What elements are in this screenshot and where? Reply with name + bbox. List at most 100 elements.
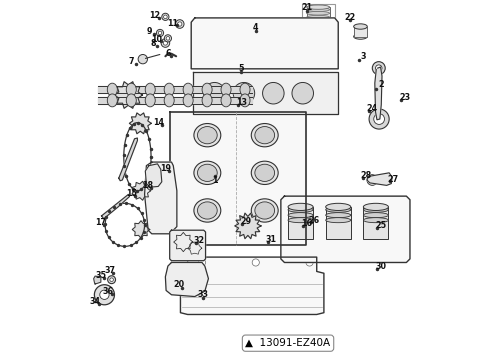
Circle shape <box>306 259 313 266</box>
Ellipse shape <box>197 164 217 181</box>
Circle shape <box>162 13 169 21</box>
Polygon shape <box>188 242 202 254</box>
Ellipse shape <box>307 8 330 12</box>
Circle shape <box>164 15 167 19</box>
Ellipse shape <box>255 202 274 219</box>
Circle shape <box>123 90 134 100</box>
Polygon shape <box>146 164 162 187</box>
Circle shape <box>246 224 250 228</box>
Ellipse shape <box>202 94 212 107</box>
Text: 11: 11 <box>167 19 178 28</box>
Circle shape <box>100 290 109 300</box>
Text: 15: 15 <box>126 189 137 198</box>
Ellipse shape <box>107 83 117 96</box>
Circle shape <box>182 240 185 243</box>
Circle shape <box>375 65 382 71</box>
Ellipse shape <box>251 199 278 222</box>
Text: 13: 13 <box>237 98 247 107</box>
Text: 32: 32 <box>194 236 205 245</box>
Circle shape <box>166 37 170 40</box>
Polygon shape <box>281 196 410 262</box>
Ellipse shape <box>307 15 330 19</box>
Ellipse shape <box>126 94 136 107</box>
Text: 35: 35 <box>96 270 106 279</box>
Polygon shape <box>115 82 143 108</box>
Ellipse shape <box>255 164 274 181</box>
Text: 14: 14 <box>153 118 164 127</box>
Ellipse shape <box>202 83 212 96</box>
Circle shape <box>298 22 308 32</box>
Ellipse shape <box>221 94 231 107</box>
Ellipse shape <box>145 94 155 107</box>
Text: 9: 9 <box>147 27 152 36</box>
Circle shape <box>179 273 192 286</box>
Circle shape <box>204 82 225 104</box>
Ellipse shape <box>288 213 313 218</box>
Circle shape <box>140 228 142 231</box>
Text: ▲  13091-EZ40A: ▲ 13091-EZ40A <box>245 338 331 348</box>
Ellipse shape <box>197 202 217 219</box>
Ellipse shape <box>263 28 284 56</box>
Circle shape <box>263 82 284 104</box>
Text: 10: 10 <box>151 35 163 44</box>
Circle shape <box>138 54 147 64</box>
Ellipse shape <box>266 32 280 52</box>
Ellipse shape <box>110 278 113 282</box>
Circle shape <box>243 221 253 231</box>
Ellipse shape <box>237 32 251 52</box>
Text: 3: 3 <box>361 52 366 61</box>
Ellipse shape <box>288 203 313 211</box>
Circle shape <box>139 122 142 125</box>
Polygon shape <box>180 257 324 315</box>
Polygon shape <box>166 262 208 297</box>
Bar <box>354 27 368 37</box>
Circle shape <box>174 268 197 291</box>
Ellipse shape <box>194 161 221 184</box>
Ellipse shape <box>126 83 136 96</box>
Circle shape <box>163 41 168 45</box>
Text: 7: 7 <box>128 57 134 66</box>
Ellipse shape <box>183 83 193 96</box>
Polygon shape <box>375 67 382 120</box>
Ellipse shape <box>164 83 174 96</box>
Bar <box>307 7 330 27</box>
Circle shape <box>126 93 130 97</box>
Text: 5: 5 <box>239 64 244 73</box>
Text: 8: 8 <box>150 39 156 48</box>
Circle shape <box>136 119 145 127</box>
Ellipse shape <box>197 127 217 144</box>
Text: 23: 23 <box>399 93 410 102</box>
Circle shape <box>372 62 385 75</box>
Ellipse shape <box>307 12 330 15</box>
Circle shape <box>177 22 182 26</box>
Circle shape <box>156 30 164 37</box>
Text: 29: 29 <box>241 217 252 226</box>
Ellipse shape <box>194 123 221 147</box>
Polygon shape <box>132 221 150 238</box>
Circle shape <box>95 285 115 305</box>
Text: 4: 4 <box>253 23 259 32</box>
Text: 6: 6 <box>165 49 171 58</box>
Ellipse shape <box>255 127 274 144</box>
Polygon shape <box>119 138 137 181</box>
Ellipse shape <box>251 161 278 184</box>
Circle shape <box>292 82 314 104</box>
Circle shape <box>233 82 255 104</box>
Text: 20: 20 <box>173 280 184 289</box>
Ellipse shape <box>194 199 221 222</box>
Circle shape <box>239 22 249 32</box>
Text: 17: 17 <box>96 218 106 227</box>
Bar <box>364 207 389 239</box>
Bar <box>302 4 335 31</box>
Circle shape <box>374 114 385 125</box>
Polygon shape <box>94 276 101 284</box>
Circle shape <box>140 189 143 192</box>
Circle shape <box>367 175 378 185</box>
Circle shape <box>180 238 187 246</box>
Text: 21: 21 <box>301 3 313 12</box>
Ellipse shape <box>251 123 278 147</box>
Text: 12: 12 <box>149 11 160 20</box>
Circle shape <box>158 31 162 35</box>
Text: 22: 22 <box>344 13 356 22</box>
Ellipse shape <box>292 28 314 56</box>
